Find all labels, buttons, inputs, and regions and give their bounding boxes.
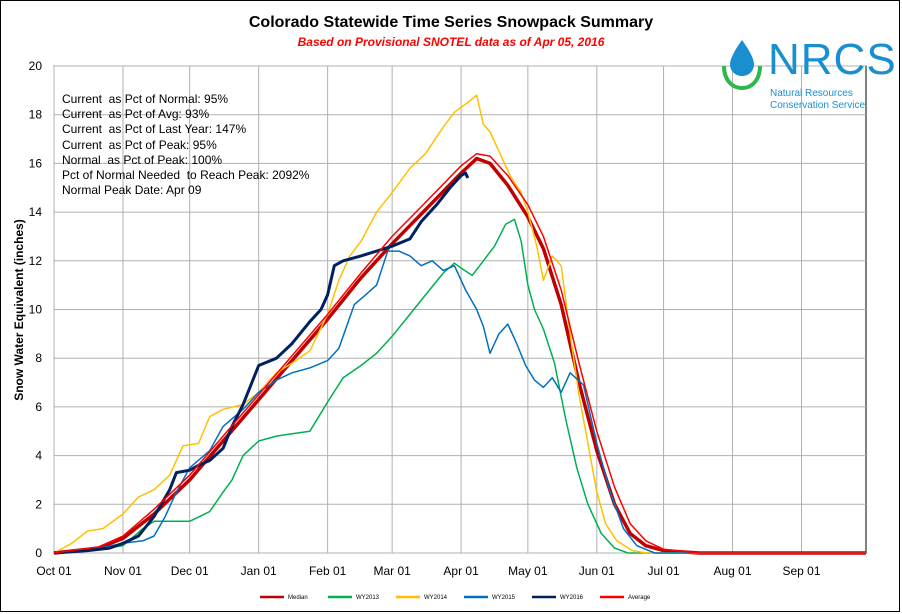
- legend-label: Median: [288, 595, 308, 601]
- stat-line: Current as Pct of Avg: 93%: [62, 107, 210, 122]
- y-tick-label: 8: [35, 351, 42, 365]
- series-line-median: [53, 156, 866, 555]
- stats-block: Current as Pct of Normal: 95% Current as…: [62, 92, 309, 198]
- x-tick-label: Sep 01: [782, 564, 820, 578]
- chart-subtitle: Based on Provisional SNOTEL data as of A…: [297, 35, 605, 49]
- x-tick-label: Oct 01: [36, 564, 72, 578]
- nrcs-logo-icon: [722, 40, 762, 91]
- y-axis-label: Snow Water Equivalent (inches): [12, 219, 26, 401]
- series-line-wy2013: [53, 218, 866, 554]
- series-line-wy2016: [53, 171, 470, 555]
- series-line-average: [53, 152, 866, 554]
- logo-wordmark: NRCS: [768, 35, 897, 84]
- y-tick-label: 14: [29, 205, 43, 219]
- x-tick-label: Jan 01: [241, 564, 277, 578]
- series-line-wy2015: [53, 250, 866, 554]
- x-tick-label: Aug 01: [713, 564, 751, 578]
- stat-line: Current as Pct of Peak: 95%: [62, 137, 217, 152]
- x-tick-label: Mar 01: [373, 564, 411, 578]
- legend-label: WY2014: [424, 595, 448, 601]
- x-tick-label: Dec 01: [171, 564, 209, 578]
- stat-line: Current as Pct of Last Year: 147%: [62, 122, 247, 137]
- x-tick-label: Jun 01: [579, 564, 615, 578]
- x-tick-label: Feb 01: [309, 564, 347, 578]
- x-tick-label: Jul 01: [648, 564, 680, 578]
- y-tick-label: 0: [35, 546, 42, 560]
- legend-label: WY2015: [492, 595, 516, 601]
- legend-label: Average: [628, 595, 651, 601]
- y-tick-label: 12: [29, 254, 43, 268]
- logo-subtitle-line2: Conservation Service: [770, 100, 866, 111]
- stat-line: Pct of Normal Needed to Reach Peak: 2092…: [62, 168, 310, 183]
- stat-line: Normal Peak Date: Apr 09: [62, 183, 202, 198]
- y-tick-label: 16: [29, 156, 43, 170]
- y-tick-label: 18: [29, 108, 43, 122]
- y-tick-label: 2: [35, 497, 42, 511]
- x-tick-label: Apr 01: [443, 564, 479, 578]
- series-line-wy2014: [53, 94, 866, 554]
- y-tick-label: 20: [29, 59, 43, 73]
- logo-subtitle-line1: Natural Resources: [770, 88, 853, 99]
- x-tick-label: May 01: [508, 564, 548, 578]
- y-tick-label: 4: [35, 449, 42, 463]
- stat-line: Current as Pct of Normal: 95%: [62, 92, 229, 106]
- legend-label: WY2013: [356, 595, 380, 601]
- chart-title: Colorado Statewide Time Series Snowpack …: [248, 14, 654, 31]
- legend-label: WY2016: [560, 595, 584, 601]
- stat-line: Normal as Pct of Peak: 100%: [62, 152, 223, 167]
- x-tick-label: Nov 01: [104, 564, 142, 578]
- y-tick-label: 10: [29, 303, 43, 317]
- y-tick-label: 6: [35, 400, 42, 414]
